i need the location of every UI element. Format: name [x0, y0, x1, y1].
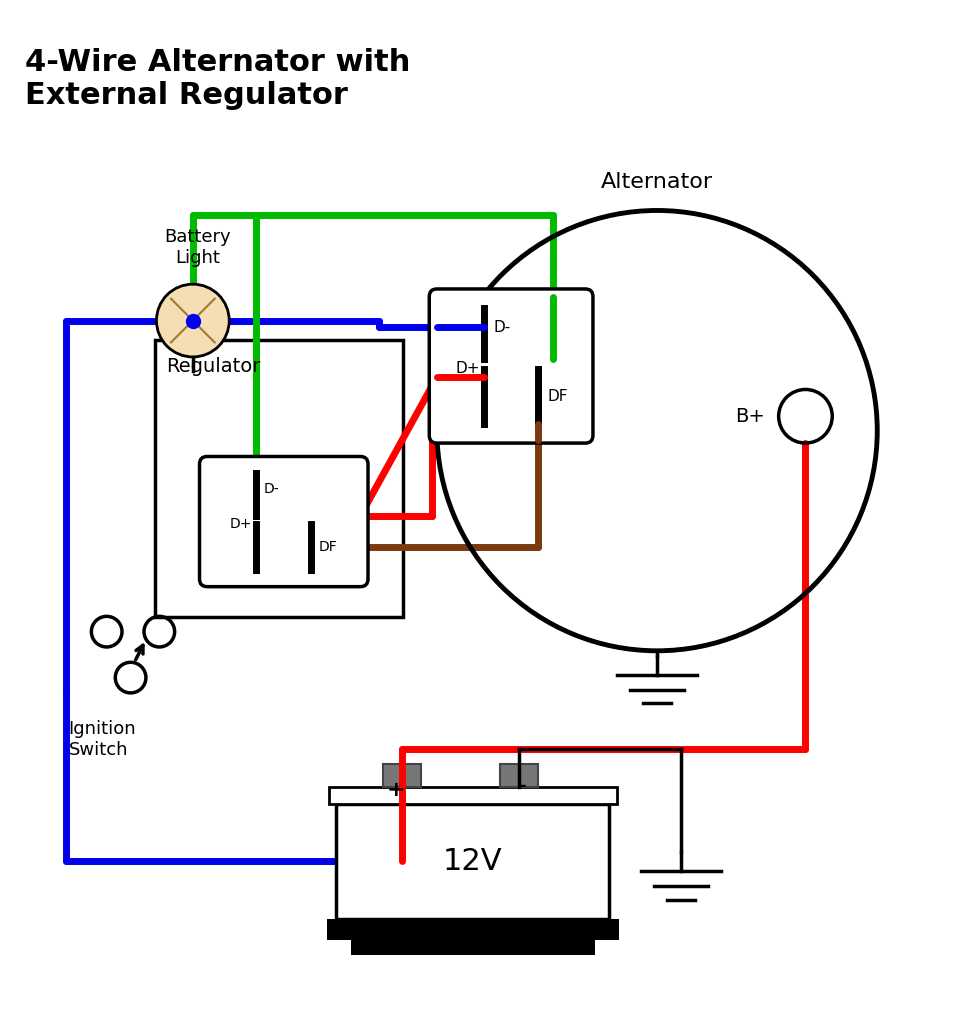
Bar	[383, 764, 421, 786]
Text: Alternator: Alternator	[601, 172, 713, 191]
Bar	[350, 940, 595, 955]
Text: Regulator: Regulator	[166, 357, 260, 376]
Circle shape	[156, 285, 229, 357]
Text: D+: D+	[455, 361, 480, 376]
Text: Battery
Light: Battery Light	[164, 228, 231, 267]
Bar	[326, 919, 619, 940]
Text: DF: DF	[319, 540, 338, 554]
Bar	[336, 804, 610, 919]
Text: D+: D+	[230, 517, 252, 530]
FancyBboxPatch shape	[200, 457, 368, 587]
Text: B+: B+	[735, 407, 765, 426]
Text: 12V: 12V	[443, 847, 503, 876]
Bar	[500, 764, 539, 786]
Text: D-: D-	[264, 482, 279, 497]
Text: +: +	[387, 780, 406, 800]
Text: -: -	[516, 772, 527, 800]
Text: D-: D-	[494, 319, 512, 335]
Text: DF: DF	[547, 389, 568, 404]
Text: 4-Wire Alternator with
External Regulator: 4-Wire Alternator with External Regulato…	[25, 48, 411, 111]
Bar	[155, 340, 403, 617]
Text: Ignition
Switch: Ignition Switch	[68, 720, 136, 759]
FancyBboxPatch shape	[429, 289, 593, 443]
Bar	[328, 786, 617, 804]
